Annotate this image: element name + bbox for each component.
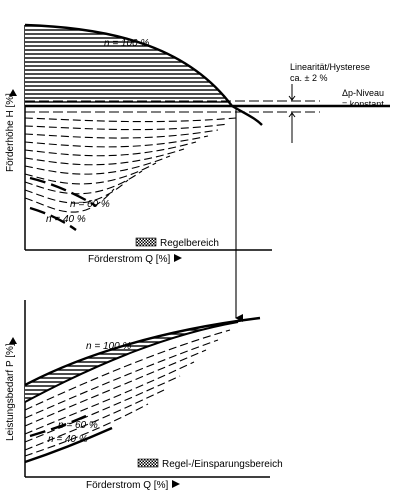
top-legend-swatch <box>135 237 157 247</box>
bottom-ylabel: Leistungsbedarf P [%] <box>5 343 16 441</box>
bottom-dashed-curves <box>24 329 231 457</box>
dp-label-1: Δp-Niveau <box>342 88 384 98</box>
top-curve-n40 <box>29 206 77 231</box>
bottom-label-n60: n = 60 % <box>58 420 98 431</box>
bottom-legend-label: Regel-/Einsparungsbereich <box>162 459 283 470</box>
linearity-label-2: ca. ± 2 % <box>290 73 327 83</box>
bottom-diagram: n = 100 % n = 60 % n = 40 % Leistungsbed… <box>5 300 283 491</box>
linearity-label-1: Linearität/Hysterese <box>290 62 370 72</box>
bottom-curve-n100 <box>24 316 261 387</box>
top-ylabel: Förderhöhe H [%] <box>5 93 16 172</box>
dp-label-2: = konstant <box>342 99 384 109</box>
top-ylabel-arrow-icon <box>9 89 17 96</box>
bottom-lower-boundary <box>24 321 239 403</box>
top-legend-label: Regelbereich <box>160 238 219 249</box>
bottom-curve-n40 <box>24 426 113 464</box>
bottom-label-n40: n = 40 % <box>48 434 88 445</box>
top-dashed-curves <box>24 117 237 213</box>
bottom-legend-swatch <box>137 458 159 468</box>
hysteresis-arrow-lower <box>288 112 296 118</box>
top-xlabel-arrow-icon <box>174 254 182 262</box>
top-label-n100: n = 100 % <box>104 38 149 49</box>
top-hatched-region <box>25 25 232 106</box>
top-label-n60: n = 60 % <box>70 199 110 210</box>
top-xlabel: Förderstrom Q [%] <box>88 254 170 265</box>
top-curve-n100 <box>24 23 263 126</box>
bottom-curve-n60 <box>29 414 87 438</box>
bottom-xlabel-arrow-icon <box>172 480 180 488</box>
bottom-label-n100: n = 100 % <box>86 341 131 352</box>
bottom-xlabel: Förderstrom Q [%] <box>86 480 168 491</box>
top-diagram: n = 100 % n = 60 % n = 40 % Linearität/H… <box>5 23 390 265</box>
bottom-ylabel-arrow-icon <box>9 337 17 344</box>
top-curve-n60 <box>29 176 97 208</box>
hysteresis-arrow-upper <box>288 95 296 101</box>
top-label-n40: n = 40 % <box>46 214 86 225</box>
